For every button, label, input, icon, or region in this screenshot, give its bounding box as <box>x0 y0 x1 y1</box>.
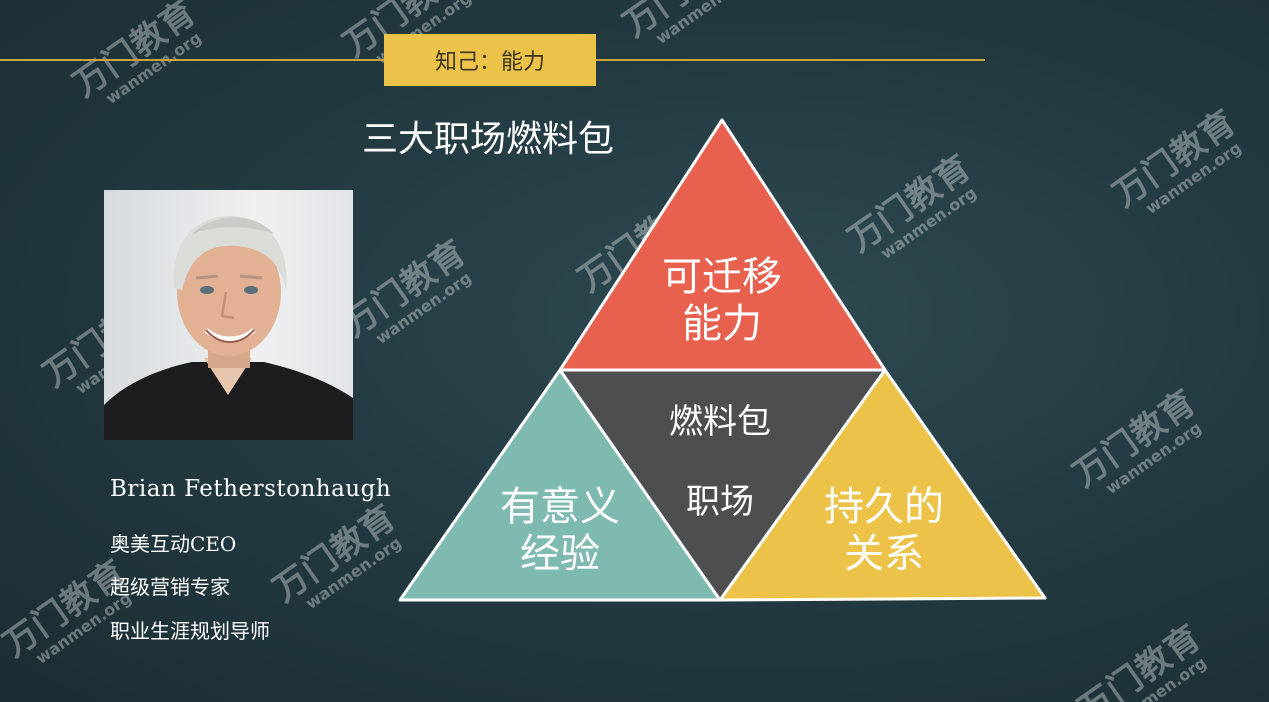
label-line: 有意义 <box>500 484 620 530</box>
triangle-top <box>558 118 887 372</box>
portrait-illustration <box>104 216 353 440</box>
section-tag: 知己：能力 <box>384 34 596 86</box>
person-name: Brian Fetherstonhaugh <box>110 476 392 502</box>
person-title: 超级营销专家 <box>110 575 230 599</box>
label-line: 持久的 <box>824 484 944 530</box>
label-line: 关系 <box>844 531 924 578</box>
top-triangle-label: 可迁移 能力 <box>632 254 812 348</box>
person-title: 奥美互动CEO <box>110 532 237 556</box>
label-line: 可迁移 <box>662 254 782 300</box>
person-title: 职业生涯规划导师 <box>110 619 270 643</box>
label-line: 经验 <box>520 531 600 578</box>
center-label-bottom: 职场 <box>686 482 754 522</box>
center-label-top: 燃料包 <box>669 402 771 442</box>
label-line: 能力 <box>682 301 762 348</box>
right-triangle-label: 持久的 关系 <box>794 484 974 578</box>
portrait-photo <box>104 190 353 440</box>
left-triangle-label: 有意义 经验 <box>470 484 650 578</box>
slide-headline: 三大职场燃料包 <box>362 119 615 160</box>
